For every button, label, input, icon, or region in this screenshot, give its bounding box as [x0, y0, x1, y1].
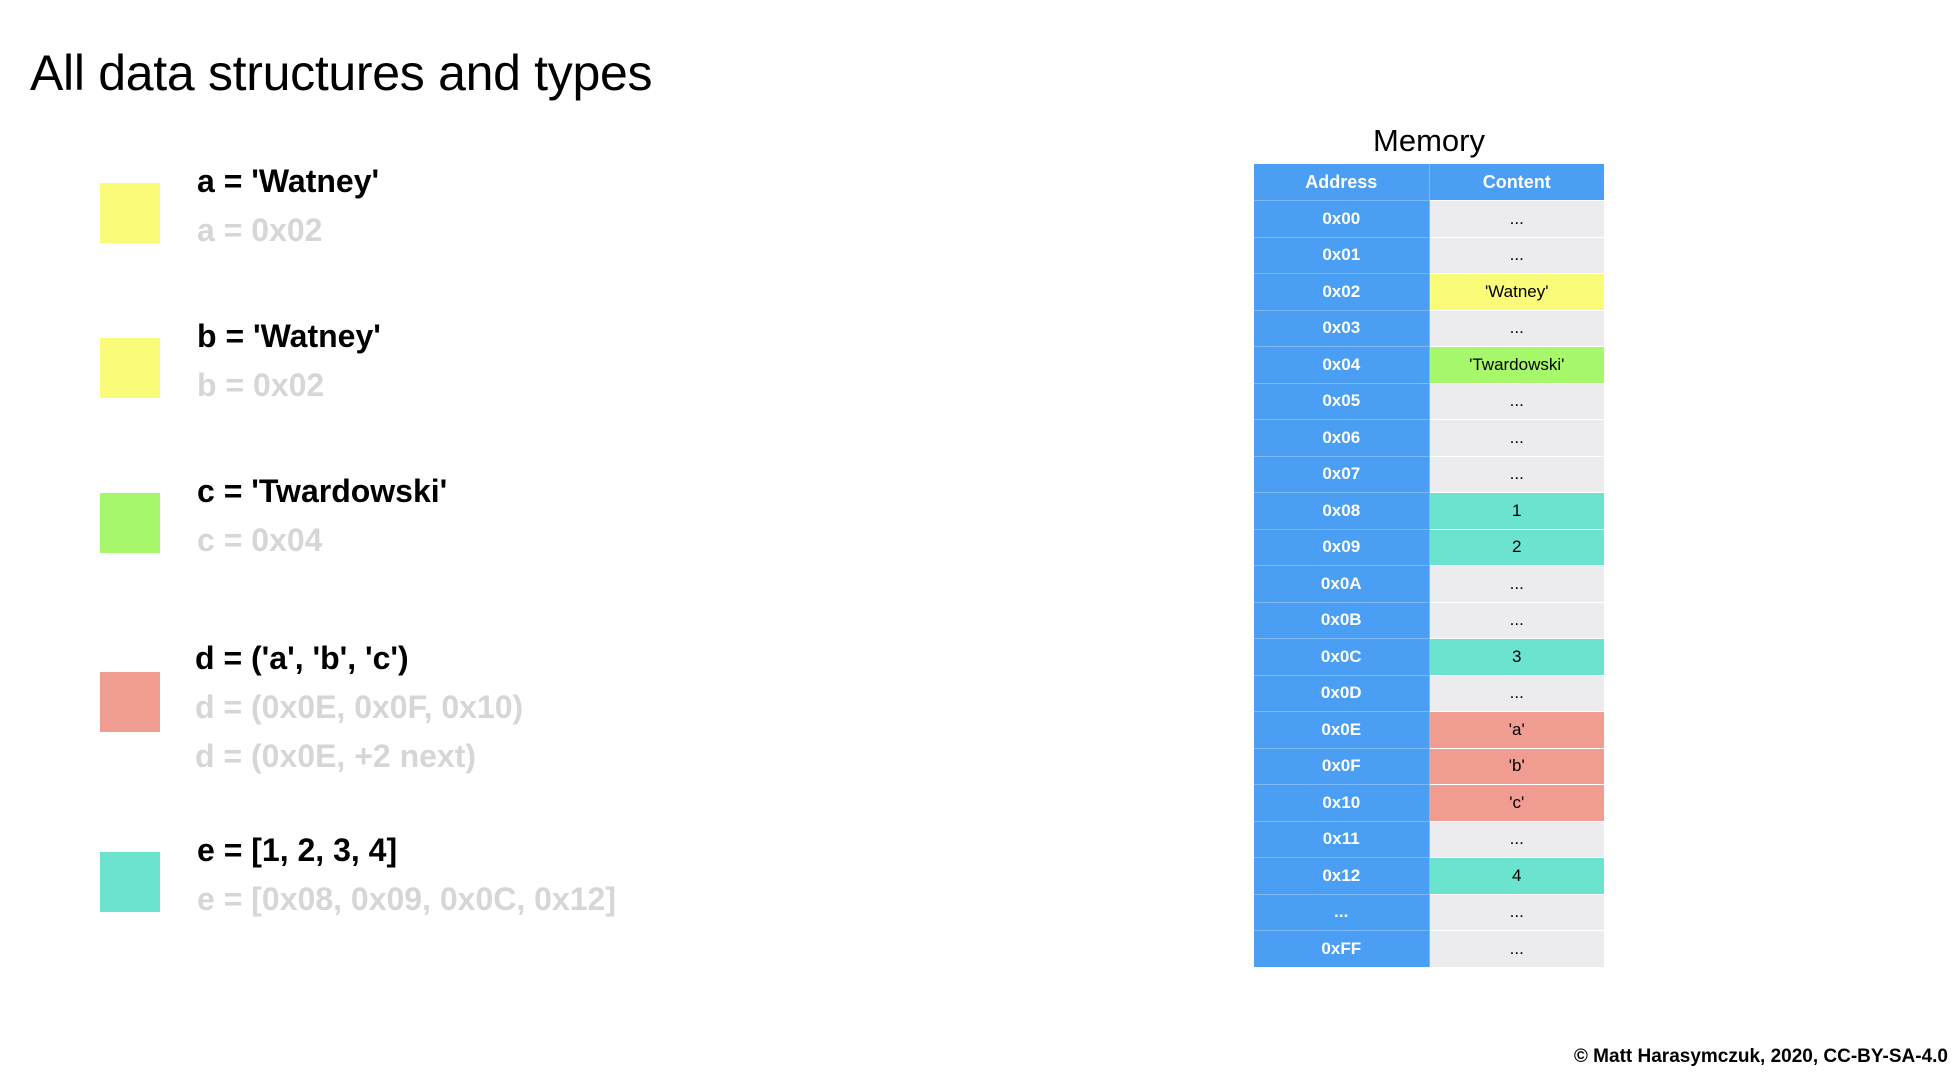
memory-address-cell: 0x10 [1254, 784, 1430, 821]
color-swatch [100, 493, 160, 553]
memory-address-cell: 0x02 [1254, 273, 1430, 310]
memory-address-cell: 0x0E [1254, 711, 1430, 748]
header-address: Address [1254, 164, 1430, 201]
memory-row: 0x0E'a' [1254, 711, 1604, 748]
color-swatch [100, 338, 160, 398]
memory-address-cell: 0x0C [1254, 638, 1430, 675]
variable-definition: a = 'Watney' [197, 163, 380, 199]
memory-content-cell: ... [1429, 382, 1604, 420]
memory-address-cell: 0x12 [1254, 857, 1430, 894]
memory-content-cell: 'c' [1429, 784, 1604, 821]
memory-address-cell: 0x08 [1254, 492, 1430, 529]
color-swatch [100, 672, 160, 732]
memory-title: Memory [1373, 123, 1485, 158]
memory-content-cell: 4 [1429, 857, 1604, 894]
memory-content-cell: ... [1429, 455, 1604, 493]
memory-row: 0x09 2 [1254, 528, 1604, 566]
page-title: All data structures and types [30, 45, 653, 101]
memory-row: 0x02 'Watney' [1254, 273, 1604, 310]
memory-row: 0x11... [1254, 820, 1604, 858]
memory-address-cell: 0x01 [1254, 236, 1430, 274]
memory-content-cell: ... [1429, 930, 1604, 967]
memory-content-cell: ... [1429, 309, 1604, 347]
memory-row: 0x0A... [1254, 565, 1604, 602]
variable-address: c = 0x04 [197, 522, 323, 558]
memory-address-cell: 0x05 [1254, 382, 1430, 420]
memory-address-cell: 0x0A [1254, 565, 1430, 602]
color-swatch [100, 852, 160, 912]
variable-definition: c = 'Twardowski' [197, 473, 448, 509]
memory-address-cell: 0x11 [1254, 820, 1430, 858]
memory-address-cell: 0x04 [1254, 346, 1430, 383]
variable-definition: d = ('a', 'b', 'c') [195, 640, 409, 676]
memory-address-cell: 0x0F [1254, 747, 1430, 785]
memory-address-cell: ... [1254, 893, 1430, 931]
memory-content-cell: ... [1429, 893, 1604, 931]
variable-address: e = [0x08, 0x09, 0x0C, 0x12] [197, 881, 616, 917]
variable-definition: b = 'Watney' [197, 318, 381, 354]
memory-row: 0x04 'Twardowski' [1254, 346, 1604, 383]
variable-definition: e = [1, 2, 3, 4] [197, 832, 398, 868]
memory-address-cell: 0x00 [1254, 200, 1430, 237]
memory-content-cell: 'Watney' [1429, 273, 1604, 310]
memory-content-cell: ... [1429, 674, 1604, 712]
memory-table: Address Content 0x00... 0x01... 0x02 'Watne… [1254, 164, 1604, 967]
variable-address: d = (0x0E, 0x0F, 0x10) [195, 689, 524, 725]
memory-content-cell: ... [1429, 565, 1604, 602]
copyright-notice: © Matt Harasymczuk, 2020, CC-BY-SA-4.0 [1573, 1046, 1948, 1067]
memory-row: 0x0F'b' [1254, 747, 1604, 785]
memory-row: 0x08 1 [1254, 492, 1604, 529]
memory-row: 0x0C 3 [1254, 638, 1604, 675]
memory-panel: Memory Address Content 0x00... 0x01... 0x0… [1254, 118, 1604, 967]
memory-content-cell: ... [1429, 236, 1604, 274]
memory-row: 0x12 4 [1254, 857, 1604, 894]
memory-address-cell: 0x03 [1254, 309, 1430, 347]
memory-row: 0x10'c' [1254, 784, 1604, 821]
memory-row: 0x03... [1254, 309, 1604, 347]
memory-content-cell: ... [1429, 200, 1604, 237]
variable-address-compact: d = (0x0E, +2 next) [195, 738, 477, 774]
color-swatch [100, 183, 160, 243]
memory-content-cell: ... [1429, 419, 1604, 456]
memory-content-cell: 'a' [1429, 711, 1604, 748]
memory-row: 0x0D... [1254, 674, 1604, 712]
variable-address: b = 0x02 [197, 367, 325, 403]
memory-content-cell: 3 [1429, 638, 1604, 675]
memory-row: 0x05... [1254, 382, 1604, 420]
memory-address-cell: 0x0B [1254, 601, 1430, 639]
memory-address-cell: 0x0D [1254, 674, 1430, 712]
memory-content-cell: 'Twardowski' [1429, 346, 1604, 383]
memory-row: 0x00... [1254, 200, 1604, 237]
memory-row: 0xFF... [1254, 930, 1604, 967]
memory-address-cell: 0xFF [1254, 930, 1430, 967]
memory-row: ...... [1254, 893, 1604, 931]
memory-content-cell: 2 [1429, 528, 1604, 566]
memory-content-cell: 1 [1429, 492, 1604, 529]
memory-address-cell: 0x07 [1254, 455, 1430, 493]
memory-row: 0x06... [1254, 419, 1604, 456]
memory-row: 0x07... [1254, 455, 1604, 493]
memory-row: 0x0B... [1254, 601, 1604, 639]
memory-content-cell: ... [1429, 820, 1604, 858]
variable-address: a = 0x02 [197, 212, 323, 248]
memory-address-cell: 0x09 [1254, 528, 1430, 566]
header-content: Content [1429, 164, 1604, 201]
memory-address-cell: 0x06 [1254, 419, 1430, 456]
memory-content-cell: 'b' [1429, 747, 1604, 785]
memory-row: 0x01... [1254, 236, 1604, 274]
memory-content-cell: ... [1429, 601, 1604, 639]
